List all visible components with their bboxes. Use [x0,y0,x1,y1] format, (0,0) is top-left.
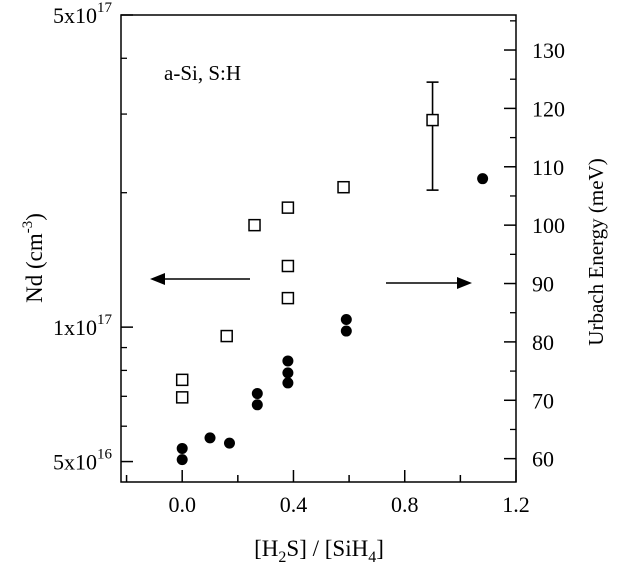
left-y-axis-label: Nd (cm-3) [20,213,47,303]
urbach-data-point [248,218,261,232]
urbach-data-point [175,373,189,387]
nd-data-point [251,388,263,400]
nd-data-point [340,325,352,337]
nd-data-point [282,355,294,367]
urbach-data-point [281,201,295,214]
plot-frame [120,14,517,483]
nd-data-point [340,314,352,326]
nd-data-point [176,442,188,454]
right-y-tick-label: 90 [532,272,554,297]
x-axis-label: [H2S] / [SiH4] [254,536,384,566]
left-y-tick-label: 1x1017 [53,312,113,340]
right-y-tick-label: 60 [532,447,554,472]
urbach-data-point [337,180,350,194]
nd-data-point [176,454,188,466]
data-points [175,113,489,466]
left-arrow [150,273,250,285]
right-y-tick-label: 80 [532,330,554,355]
right-y-tick-label: 110 [532,155,564,180]
nd-data-point [204,432,216,444]
urbach-data-point [175,391,189,404]
nd-data-point [251,399,263,411]
x-tick-label: 0.4 [280,492,308,517]
left-y-tick-label: 5x1016 [53,447,113,475]
right-y-axis-label: Urbach Energy (meV) [584,158,608,345]
right-y-tick-label: 70 [532,388,554,413]
x-tick-label: 1.2 [502,492,530,517]
x-tick-label: 0.8 [391,492,419,517]
urbach-data-point [220,329,233,343]
right-y-tick-label: 120 [532,96,565,121]
left-y-tick-label: 5x1017 [53,0,113,28]
right-y-tick-label: 130 [532,38,565,63]
nd-data-point [223,437,235,449]
right-arrow [386,277,472,289]
sample-annotation: a-Si, S:H [164,61,241,85]
nd-data-point [282,377,294,389]
right-y-tick-label: 100 [532,213,565,238]
left-y-axis-ticks: 5x1017 1x1017 5x1016 [53,0,133,475]
urbach-data-point [281,291,295,305]
urbach-data-point [426,113,439,127]
error-bar [426,81,439,191]
x-axis-ticks: 0.0 0.4 0.8 1.2 [125,470,530,517]
urbach-data-point [281,259,295,273]
nd-data-point [282,367,294,379]
right-y-axis-ticks: 60 70 80 90 100 110 120 130 [504,20,565,472]
x-tick-label: 0.0 [168,492,196,517]
nd-data-point [477,173,489,185]
